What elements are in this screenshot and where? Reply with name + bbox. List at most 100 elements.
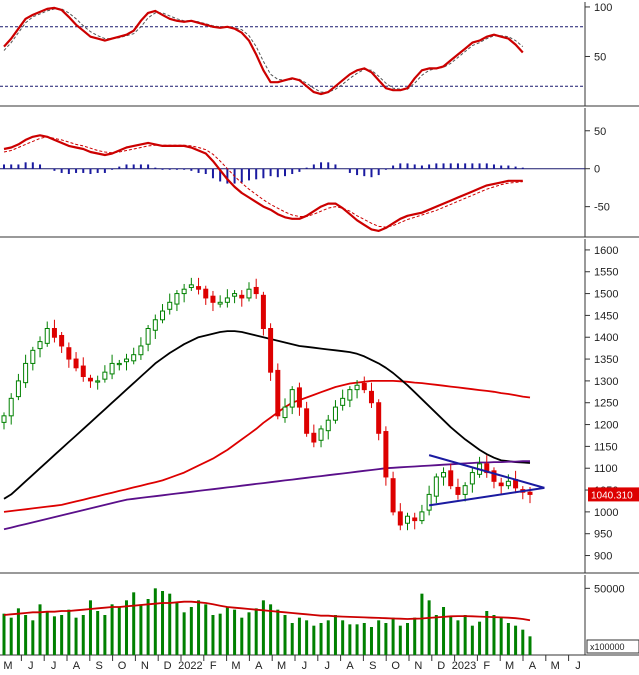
volume-bar	[297, 617, 301, 655]
candle-body	[340, 397, 346, 406]
volume-bar	[506, 623, 510, 655]
candle-body	[174, 293, 180, 305]
x-axis-label: N	[141, 660, 149, 672]
candle-body	[325, 419, 331, 432]
volume-bar	[341, 620, 345, 655]
x-axis-label: O	[391, 660, 400, 672]
volume-bar	[124, 600, 128, 655]
candle-body	[527, 491, 533, 495]
volume-average-line	[3, 600, 531, 622]
candle-body	[448, 470, 454, 487]
candle-body	[44, 328, 50, 344]
candle-body	[1, 415, 7, 423]
stochastic-y-tick-label: 50	[594, 51, 606, 63]
candle-body	[37, 341, 43, 350]
stochastic-k-line	[3, 6, 524, 96]
moving-average-ma20	[3, 379, 531, 513]
x-axis-label: S	[96, 660, 103, 672]
candle-body	[123, 358, 129, 363]
volume-bar	[391, 617, 395, 655]
price-y-tick-label: 1600	[594, 245, 618, 257]
volume-bar	[348, 624, 352, 655]
candle-body	[196, 286, 202, 290]
candle-body	[30, 349, 36, 364]
candle-body	[368, 390, 374, 404]
candle-body	[376, 402, 382, 434]
stochastic-panel: 100 50	[0, 2, 639, 107]
volume-bar	[146, 599, 150, 655]
price-y-tick-label: 950	[594, 529, 612, 541]
x-axis-label: J	[302, 660, 308, 672]
volume-bar	[369, 627, 373, 655]
candle-body	[95, 380, 101, 383]
volume-bar	[456, 620, 460, 655]
price-y-tick-label: 1000	[594, 507, 618, 519]
volume-bar	[139, 604, 143, 655]
x-axis-label: J	[324, 660, 330, 672]
candle-body	[505, 480, 511, 487]
candle-body	[188, 284, 194, 288]
candle-body	[217, 301, 223, 305]
price-y-tick-label: 1100	[594, 463, 618, 475]
volume-bar	[247, 612, 251, 655]
volume-bar	[96, 611, 100, 655]
volume-bar	[261, 600, 265, 655]
volume-bar	[449, 616, 453, 655]
candle-body	[145, 328, 151, 345]
price-y-tick-label: 1300	[594, 376, 618, 388]
volume-bar	[384, 623, 388, 655]
volume-bar	[470, 625, 474, 655]
candle-body	[167, 301, 173, 310]
volume-bar	[2, 613, 6, 655]
volume-bar	[514, 625, 518, 655]
candle-body	[152, 319, 158, 331]
x-axis-label: A	[73, 660, 81, 672]
candle-body	[498, 482, 504, 487]
macd-y-tick-label: -50	[594, 202, 610, 214]
volume-bar	[521, 629, 525, 655]
x-axis-label: N	[414, 660, 422, 672]
volume-y-tick-label: 50000	[594, 583, 625, 595]
triangle-lower-trendline	[428, 486, 545, 507]
x-axis-label: 2022	[178, 660, 202, 672]
macd-signal-line	[3, 136, 523, 228]
volume-bar	[67, 609, 71, 655]
x-axis-label: O	[118, 660, 127, 672]
volume-bar	[132, 592, 136, 655]
volume-bar	[427, 600, 431, 655]
macd-y-tick-label: 50	[594, 126, 606, 138]
price-panel: 1600 1550 1500 1450 1400 1350 1300 1250 1200 1150…	[0, 239, 639, 574]
volume-bar	[45, 612, 49, 655]
volume-bar	[269, 604, 273, 655]
macd-panel: 50 0 -50	[0, 108, 639, 238]
candle-body	[66, 347, 72, 360]
x-axis-label: M	[505, 660, 514, 672]
volume-bar	[117, 607, 121, 655]
volume-bar	[197, 600, 201, 655]
candle-body	[426, 493, 432, 511]
candle-body	[441, 472, 447, 478]
volume-bar	[463, 615, 467, 655]
volume-bar	[319, 623, 323, 655]
volume-bar	[499, 617, 503, 655]
x-axis-label: J	[51, 660, 57, 672]
candle-body	[253, 286, 259, 295]
candle-body	[268, 328, 274, 373]
volume-bar	[528, 636, 532, 655]
price-y-tick-label: 1500	[594, 289, 618, 301]
volume-bar	[81, 615, 85, 655]
candle-body	[160, 310, 166, 321]
candle-body	[412, 517, 418, 522]
x-axis: M J J A S O N D 2022 F M A M J J A S O N D 2023 F M A M J	[3, 655, 581, 672]
volume-bar	[362, 623, 366, 655]
last-price-box	[588, 487, 639, 502]
x-axis-label: M	[231, 660, 240, 672]
candle-body	[260, 294, 266, 330]
stochastic-y-tick-label: 100	[594, 2, 612, 14]
volume-bar	[9, 617, 13, 655]
candle-body	[282, 406, 288, 419]
candle-body	[433, 476, 439, 497]
volume-unit-label: x100000	[590, 642, 625, 652]
volume-bar	[218, 613, 222, 655]
